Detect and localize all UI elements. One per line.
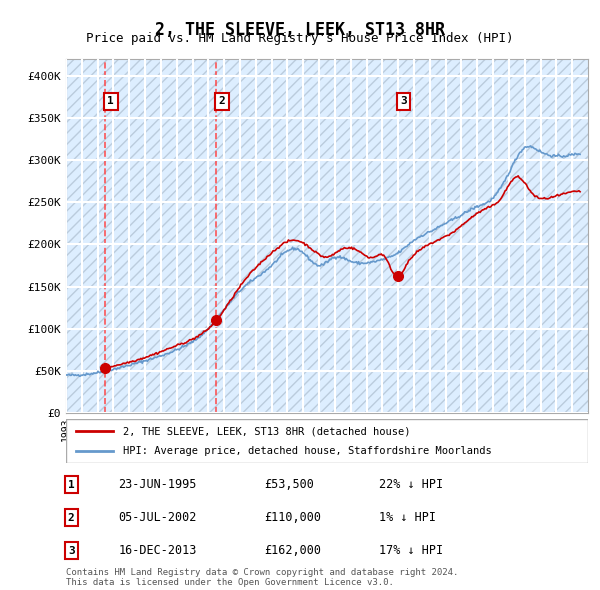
Text: 05-JUL-2002: 05-JUL-2002	[118, 511, 197, 525]
Text: 17% ↓ HPI: 17% ↓ HPI	[379, 544, 443, 558]
Text: 3: 3	[400, 97, 407, 106]
Text: 22% ↓ HPI: 22% ↓ HPI	[379, 478, 443, 491]
Text: Price paid vs. HM Land Registry's House Price Index (HPI): Price paid vs. HM Land Registry's House …	[86, 32, 514, 45]
Text: 1% ↓ HPI: 1% ↓ HPI	[379, 511, 436, 525]
Text: £110,000: £110,000	[265, 511, 322, 525]
Text: 23-JUN-1995: 23-JUN-1995	[118, 478, 197, 491]
FancyBboxPatch shape	[66, 419, 588, 463]
Text: 2, THE SLEEVE, LEEK, ST13 8HR (detached house): 2, THE SLEEVE, LEEK, ST13 8HR (detached …	[124, 427, 411, 436]
Text: 1: 1	[68, 480, 74, 490]
Text: 2: 2	[219, 97, 226, 106]
Text: £53,500: £53,500	[265, 478, 314, 491]
Text: 3: 3	[68, 546, 74, 556]
Text: 2: 2	[68, 513, 74, 523]
Text: £162,000: £162,000	[265, 544, 322, 558]
Text: 2, THE SLEEVE, LEEK, ST13 8HR: 2, THE SLEEVE, LEEK, ST13 8HR	[155, 21, 445, 39]
Text: 16-DEC-2013: 16-DEC-2013	[118, 544, 197, 558]
Text: HPI: Average price, detached house, Staffordshire Moorlands: HPI: Average price, detached house, Staf…	[124, 446, 492, 455]
Text: Contains HM Land Registry data © Crown copyright and database right 2024.
This d: Contains HM Land Registry data © Crown c…	[66, 568, 458, 587]
Text: 1: 1	[107, 97, 114, 106]
